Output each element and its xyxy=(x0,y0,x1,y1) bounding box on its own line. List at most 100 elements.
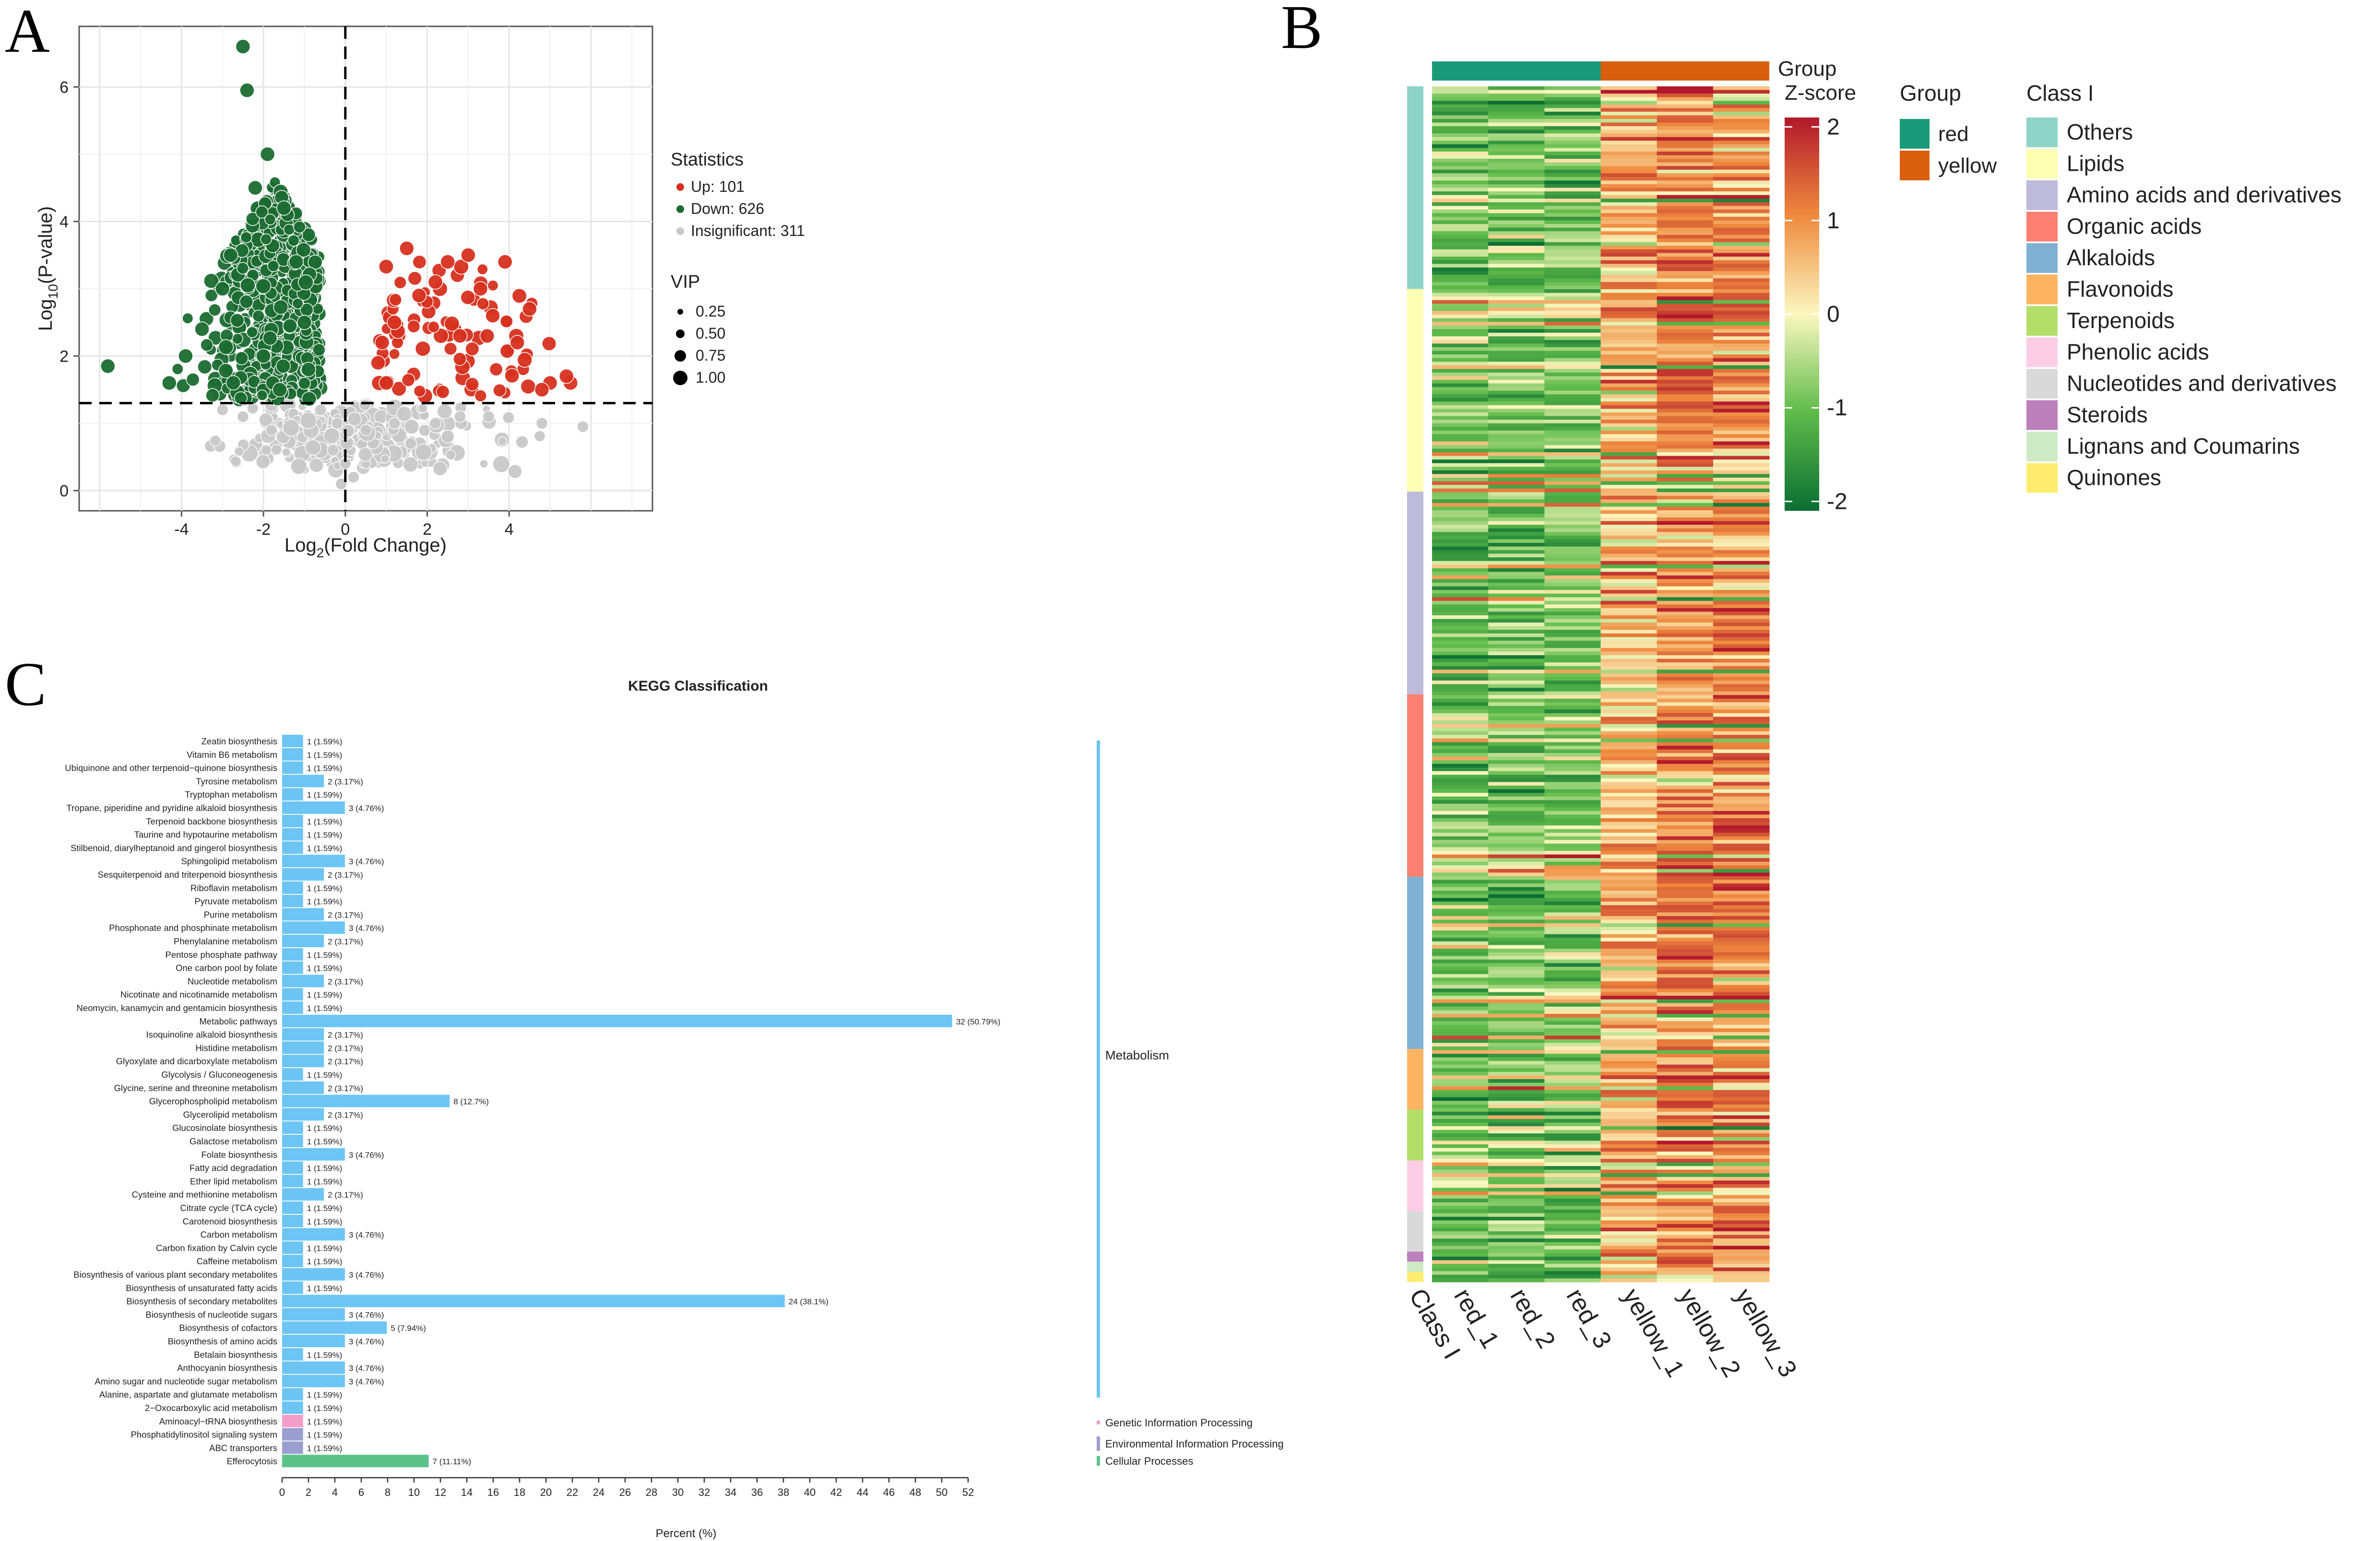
kegg-bar xyxy=(282,748,303,761)
heatmap-cell xyxy=(1488,325,1545,329)
down-point xyxy=(298,376,311,390)
heatmap-cell xyxy=(1488,818,1545,823)
heatmap-cell xyxy=(1600,199,1658,203)
heatmap-cell xyxy=(1713,1162,1770,1166)
heatmap-cell xyxy=(1432,930,1489,935)
heatmap-cell xyxy=(1713,488,1770,493)
heatmap-cell xyxy=(1544,807,1601,812)
kegg-x-tick-label: 46 xyxy=(883,1486,895,1498)
heatmap-cell xyxy=(1488,938,1545,942)
heatmap-cell xyxy=(1544,1075,1601,1080)
heatmap-cell xyxy=(1544,1148,1601,1152)
heatmap-cell xyxy=(1432,354,1489,359)
heatmap-cell xyxy=(1657,572,1714,576)
heatmap-cell xyxy=(1713,677,1770,681)
heatmap-cell xyxy=(1544,561,1601,565)
heatmap-cell xyxy=(1432,731,1489,735)
heatmap-cell xyxy=(1713,304,1770,308)
up-point xyxy=(399,241,414,256)
heatmap-cell xyxy=(1432,405,1489,409)
heatmap-cell xyxy=(1544,542,1601,547)
heatmap-cell xyxy=(1713,593,1770,598)
heatmap-cell xyxy=(1544,731,1601,735)
heatmap-cell xyxy=(1600,314,1658,319)
heatmap-cell xyxy=(1544,977,1601,982)
heatmap-cell xyxy=(1544,793,1601,797)
heatmap-cell xyxy=(1488,1079,1545,1083)
heatmap-cell xyxy=(1544,517,1601,522)
heatmap-cell xyxy=(1657,1278,1714,1282)
heatmap-cell xyxy=(1713,623,1770,627)
heatmap-cell xyxy=(1488,1267,1545,1271)
heatmap-cell xyxy=(1600,358,1658,362)
heatmap-cell xyxy=(1657,673,1714,677)
heatmap-cell xyxy=(1544,934,1601,938)
heatmap-cell xyxy=(1432,488,1489,493)
heatmap-cell xyxy=(1713,1133,1770,1138)
up-point xyxy=(379,259,394,274)
heatmap-cell xyxy=(1488,887,1545,891)
heatmap-cell xyxy=(1657,647,1714,652)
heatmap-cell xyxy=(1600,854,1658,859)
heatmap-cell xyxy=(1488,1264,1545,1268)
heatmap-cell xyxy=(1713,285,1770,290)
heatmap-cell xyxy=(1488,1032,1545,1036)
heatmap-cell xyxy=(1600,235,1658,239)
heatmap-cell xyxy=(1544,448,1601,453)
heatmap-cell xyxy=(1600,401,1658,406)
heatmap-cell xyxy=(1488,550,1545,554)
heatmap-cell xyxy=(1544,467,1601,471)
heatmap-cell xyxy=(1600,981,1658,986)
heatmap-cell xyxy=(1488,579,1545,583)
heatmap-cell xyxy=(1713,796,1770,800)
heatmap-cell xyxy=(1657,246,1714,250)
heatmap-cell xyxy=(1600,579,1658,583)
heatmap-cell xyxy=(1600,1035,1658,1040)
heatmap-cell xyxy=(1488,1086,1545,1091)
heatmap-cell xyxy=(1432,1166,1489,1170)
heatmap-cell xyxy=(1713,908,1770,913)
heatmap-cell xyxy=(1657,195,1714,199)
insignificant-point xyxy=(404,437,417,450)
heatmap-cell xyxy=(1544,398,1601,402)
heatmap-cell xyxy=(1544,166,1601,170)
heatmap-cell xyxy=(1544,970,1601,975)
heatmap-cell xyxy=(1544,1071,1601,1076)
group-legend-label: red xyxy=(1938,122,1969,146)
heatmap-cell xyxy=(1432,101,1489,105)
heatmap-cell xyxy=(1488,1141,1545,1145)
heatmap-cell xyxy=(1544,670,1601,674)
heatmap-cell xyxy=(1432,314,1489,319)
heatmap-cell xyxy=(1713,738,1770,742)
kegg-x-tick-label: 32 xyxy=(699,1486,710,1498)
heatmap-cell xyxy=(1600,206,1658,210)
heatmap-cell xyxy=(1544,427,1601,431)
heatmap-cell xyxy=(1432,1199,1489,1203)
heatmap-cell xyxy=(1488,477,1545,482)
heatmap-cell xyxy=(1544,238,1601,243)
heatmap-cell xyxy=(1713,786,1770,790)
heatmap-cell xyxy=(1544,1220,1601,1224)
heatmap-cell xyxy=(1600,1260,1658,1264)
heatmap-cell xyxy=(1544,195,1601,199)
heatmap-cell xyxy=(1432,612,1489,616)
heatmap-cell xyxy=(1488,876,1545,881)
heatmap-cell xyxy=(1657,260,1714,264)
legend-vip-label: 1.00 xyxy=(696,369,725,386)
heatmap-cell xyxy=(1488,655,1545,659)
heatmap-cell xyxy=(1713,347,1770,352)
heatmap-cell xyxy=(1657,590,1714,594)
heatmap-cell xyxy=(1488,1039,1545,1043)
heatmap-cell xyxy=(1488,1246,1545,1250)
heatmap-cell xyxy=(1432,430,1489,435)
heatmap-cell xyxy=(1488,199,1545,203)
heatmap-cell xyxy=(1600,332,1658,337)
insignificant-point xyxy=(327,444,339,457)
heatmap-cell xyxy=(1657,369,1714,373)
kegg-bar xyxy=(282,881,303,894)
heatmap-cell xyxy=(1657,282,1714,286)
heatmap-cell xyxy=(1544,647,1601,652)
heatmap-cell xyxy=(1713,115,1770,119)
heatmap-cell xyxy=(1713,1129,1770,1134)
heatmap-cell xyxy=(1488,111,1545,116)
